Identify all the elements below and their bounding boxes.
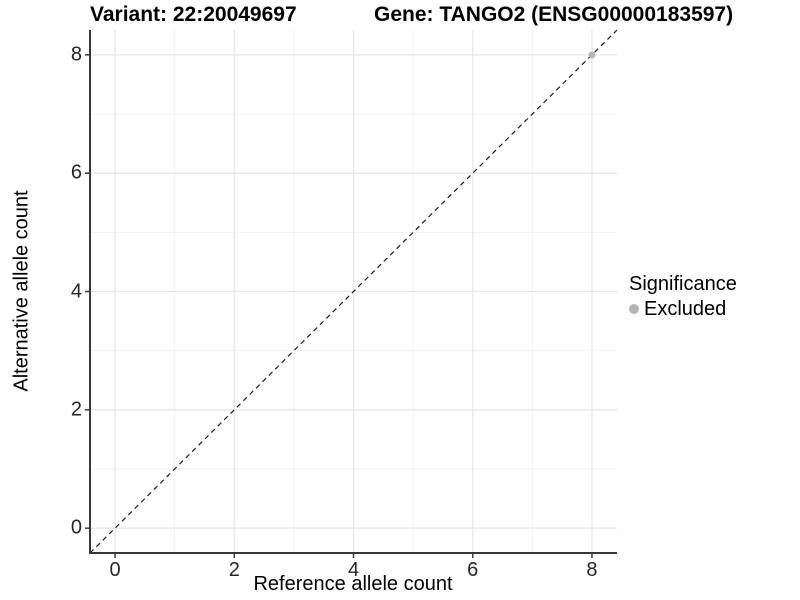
- x-tick-label: 2: [228, 559, 240, 581]
- x-tick-label: 0: [109, 559, 121, 581]
- y-tick-label: 2: [70, 398, 82, 421]
- gene-title: Gene: TANGO2 (ENSG00000183597): [374, 3, 734, 26]
- x-tick-label: 4: [347, 559, 360, 581]
- excluded-key-dot-icon: [629, 304, 639, 314]
- identity-dashed-line: [89, 29, 618, 554]
- y-tick-label: 8: [70, 43, 82, 66]
- y-tick-label: 0: [70, 516, 82, 539]
- legend-title: Significance: [629, 273, 737, 295]
- x-axis-title: Reference allele count: [253, 573, 453, 595]
- y-tick-label: 4: [70, 280, 82, 302]
- legend: Significance Excluded: [629, 272, 737, 321]
- legend-item-label: Excluded: [644, 298, 727, 320]
- legend-item-excluded: Excluded: [629, 297, 737, 321]
- variant-title: Variant: 22:20049697: [90, 3, 297, 26]
- x-tick-label: 6: [467, 559, 479, 581]
- data-point-excluded: [588, 51, 596, 59]
- y-tick-label: 6: [70, 161, 82, 184]
- y-axis-title: Alternative allele count: [10, 190, 33, 392]
- x-tick-label: 8: [586, 559, 598, 581]
